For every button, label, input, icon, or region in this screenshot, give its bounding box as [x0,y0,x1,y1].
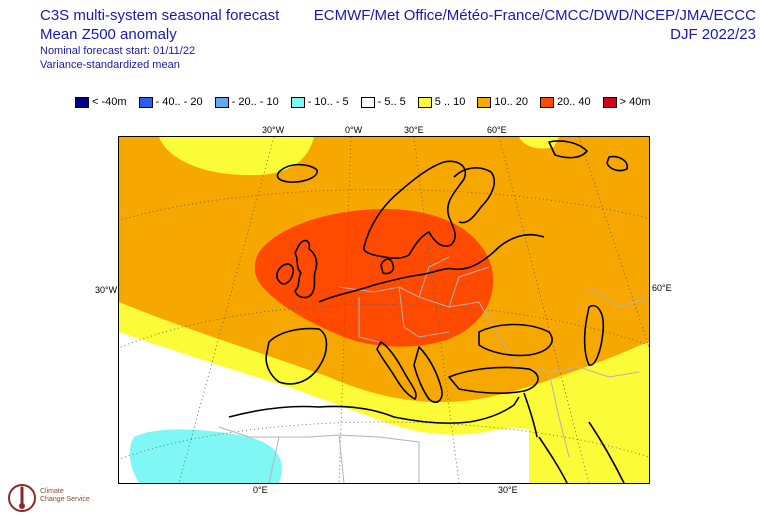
legend-swatch [290,96,305,108]
season-label: DJF 2022/23 [670,26,756,43]
coord-right-60e: 60°E [652,283,672,293]
legend-item: > 40m [602,96,651,108]
country-borders [218,256,649,483]
anomaly-5-10-region-northeast [519,137,559,149]
anomaly-minus-10-5-region [129,429,282,483]
map-panel [118,136,650,484]
graticule [119,137,649,483]
title-line-2: Mean Z500 anomaly [40,26,177,43]
logo-text: Climate Change Service [40,488,90,503]
legend-swatch [417,96,432,108]
coord-top-30e: 30°E [404,125,424,135]
legend-item: - 20.. - 10 [214,96,279,108]
coord-top-0w: 0°W [345,125,363,135]
anomaly-5-10-region-north [159,137,314,176]
coord-bottom-30e: 30°E [498,485,518,495]
title-right-block: ECMWF/Met Office/Météo-France/CMCC/DWD/N… [314,6,756,44]
coord-bottom-0e: 0°E [253,485,268,495]
legend-swatch [138,96,153,108]
legend-swatch [477,96,492,108]
legend-swatch [75,96,89,108]
legend-item: - 40.. - 20 [138,96,203,108]
subtitle-line-1: Nominal forecast start: 01/11/22 [40,45,196,57]
logo-ring [8,484,36,512]
legend-item: - 10.. - 5 [290,96,349,108]
legend-item: < -40m [75,96,127,108]
title-block: C3S multi-system seasonal forecast Mean … [40,6,279,72]
copernicus-climate-logo [8,484,36,512]
coord-top-30w: 30°W [262,125,285,135]
legend: < -40m - 40.. - 20 - 20.. - 10 - 10.. - … [75,96,663,108]
title-line-1: C3S multi-system seasonal forecast [40,7,280,24]
legend-item: 5 .. 10 [417,96,465,108]
coastlines [228,140,629,483]
legend-swatch [214,96,229,108]
thermometer-bulb-icon [19,503,25,509]
legend-item: 10.. 20 [477,96,528,108]
coord-left-30w: 30°W [95,285,118,295]
anomaly-map [119,137,649,483]
legend-item: 20.. 40 [540,96,591,108]
legend-swatch [602,96,617,108]
legend-swatch [540,96,555,108]
systems-label: ECMWF/Met Office/Météo-France/CMCC/DWD/N… [313,7,756,24]
legend-item: - 5.. 5 [360,96,406,108]
legend-swatch [360,96,375,108]
anomaly-20-40-region [254,209,494,347]
subtitle-line-2: Variance-standardized mean [40,59,180,71]
coord-top-60e: 60°E [487,125,507,135]
